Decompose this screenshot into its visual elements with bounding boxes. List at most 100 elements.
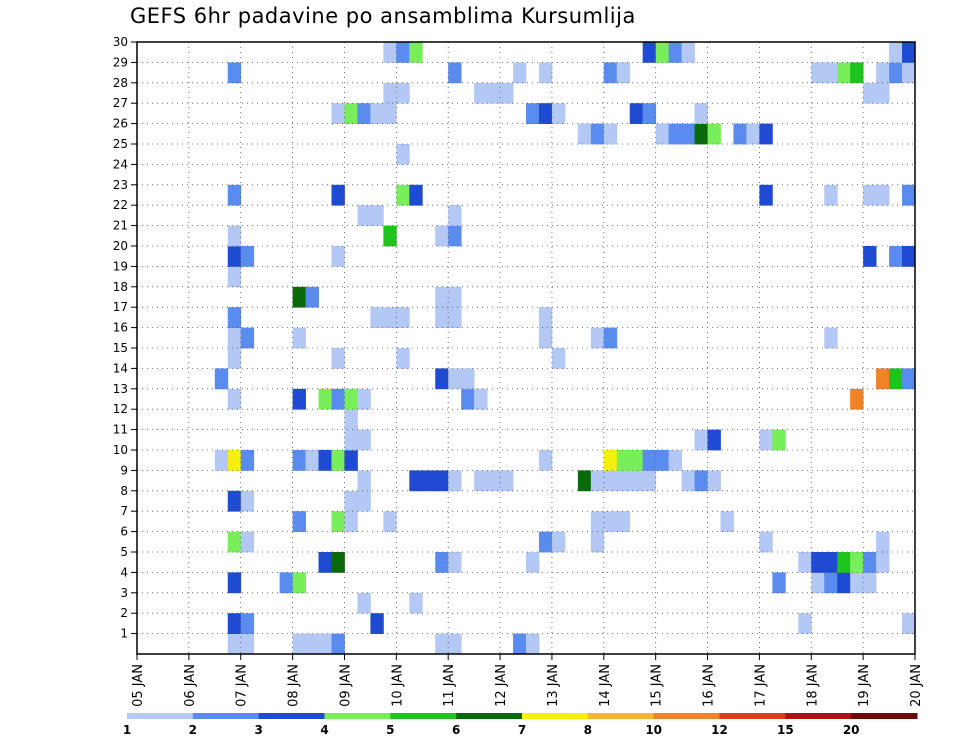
heat-cell: [227, 388, 242, 410]
heat-cell: [435, 633, 449, 655]
y-tick-label: 22: [113, 198, 128, 212]
x-tick-label: 17 JAN: [753, 664, 768, 707]
heat-cell: [409, 470, 423, 492]
heatmap-cells: [214, 42, 916, 655]
y-tick-label: 12: [113, 402, 128, 416]
y-tick-label: 20: [113, 239, 128, 253]
heat-cell: [357, 470, 371, 492]
heat-cell: [435, 307, 449, 328]
heat-cell: [396, 42, 410, 63]
y-tick-label: 2: [120, 606, 128, 620]
heat-cell: [227, 348, 242, 369]
heat-cell: [370, 103, 384, 124]
heat-cell: [448, 307, 462, 328]
heat-cell: [811, 62, 825, 84]
heat-cell: [318, 450, 332, 471]
heat-cell: [513, 633, 527, 655]
heat-cell: [292, 327, 306, 349]
heat-cell: [889, 62, 903, 84]
heat-cell: [292, 572, 306, 594]
y-tick-label: 15: [113, 341, 128, 355]
heat-cell: [902, 368, 916, 390]
colorbar-swatch: [851, 713, 918, 719]
heat-cell: [331, 184, 345, 206]
heat-cell: [811, 552, 825, 573]
x-tick-label: 15 JAN: [650, 664, 665, 707]
heat-cell: [603, 123, 618, 145]
heat-cell: [889, 368, 903, 390]
heat-cell: [876, 368, 890, 390]
heat-cell: [357, 388, 371, 410]
heat-cell: [863, 246, 877, 267]
heat-cell: [902, 246, 916, 267]
heat-cell: [383, 82, 397, 104]
x-tick-label: 20 JAN: [909, 664, 924, 707]
heat-cell: [318, 552, 332, 573]
colorbar-legend: 1 2 3 4 5 6 7 8 10 12 15 20: [123, 713, 918, 737]
x-tick-label: 09 JAN: [338, 664, 353, 707]
heat-cell: [772, 572, 786, 594]
heat-cell: [227, 62, 242, 84]
heat-cell: [318, 388, 332, 410]
heat-cell: [681, 123, 695, 145]
heat-cell: [668, 450, 682, 471]
heat-cell: [357, 205, 371, 226]
y-axis: 1234567891011121314151617181920212223242…: [113, 35, 137, 641]
heat-cell: [383, 511, 397, 532]
heat-cell: [214, 450, 229, 471]
heat-cell: [590, 327, 605, 349]
heat-cell: [435, 286, 449, 308]
heat-cell: [240, 633, 255, 655]
heat-cell: [383, 307, 397, 328]
heat-cell: [876, 552, 890, 573]
x-tick-label: 16 JAN: [702, 664, 717, 707]
heat-cell: [227, 450, 242, 471]
y-tick-label: 10: [113, 443, 128, 457]
heat-cell: [227, 613, 242, 634]
heat-cell: [694, 123, 708, 145]
heat-cell: [863, 82, 877, 104]
heat-cell: [603, 511, 618, 532]
x-tick-label: 18 JAN: [805, 664, 820, 707]
heat-cell: [733, 123, 747, 145]
x-tick-label: 05 JAN: [131, 664, 146, 707]
heat-cell: [305, 450, 319, 471]
heat-cell: [902, 42, 916, 63]
heat-cell: [240, 490, 255, 512]
heat-cell: [655, 450, 670, 471]
heat-cell: [227, 490, 242, 512]
heat-cell: [902, 184, 916, 206]
heat-cell: [707, 123, 721, 145]
heat-cell: [448, 286, 462, 308]
x-tick-label: 07 JAN: [235, 664, 250, 707]
colorbar-label: 8: [584, 723, 592, 737]
heat-cell: [383, 103, 397, 124]
x-axis: 05 JAN 06 JAN 07 JAN 08 JAN 09 JAN 10 JAN 11 J…: [131, 654, 924, 707]
heat-cell: [240, 246, 255, 267]
heat-cell: [824, 327, 838, 349]
y-tick-label: 11: [113, 423, 128, 437]
heat-cell: [694, 470, 708, 492]
y-tick-label: 13: [113, 382, 128, 396]
y-tick-label: 1: [120, 627, 128, 641]
colorbar-swatch: [653, 713, 720, 719]
colorbar-swatch: [587, 713, 655, 719]
heat-cell: [551, 348, 566, 369]
heat-cell: [357, 429, 371, 451]
heat-cell: [526, 552, 540, 573]
heat-cell: [409, 592, 423, 614]
colorbar-label: 6: [452, 723, 460, 737]
colorbar-label: 3: [254, 723, 262, 737]
heat-cell: [487, 82, 501, 104]
y-tick-label: 17: [113, 300, 128, 314]
colorbar-label: 15: [777, 723, 794, 737]
heat-cell: [577, 123, 592, 145]
heat-cell: [344, 409, 358, 430]
heat-cell: [863, 572, 877, 594]
heat-cell: [240, 450, 255, 471]
heat-cell: [318, 633, 332, 655]
heat-cell: [331, 103, 345, 124]
heat-cell: [707, 429, 721, 451]
heat-cell: [759, 429, 773, 451]
y-tick-label: 25: [113, 137, 128, 151]
